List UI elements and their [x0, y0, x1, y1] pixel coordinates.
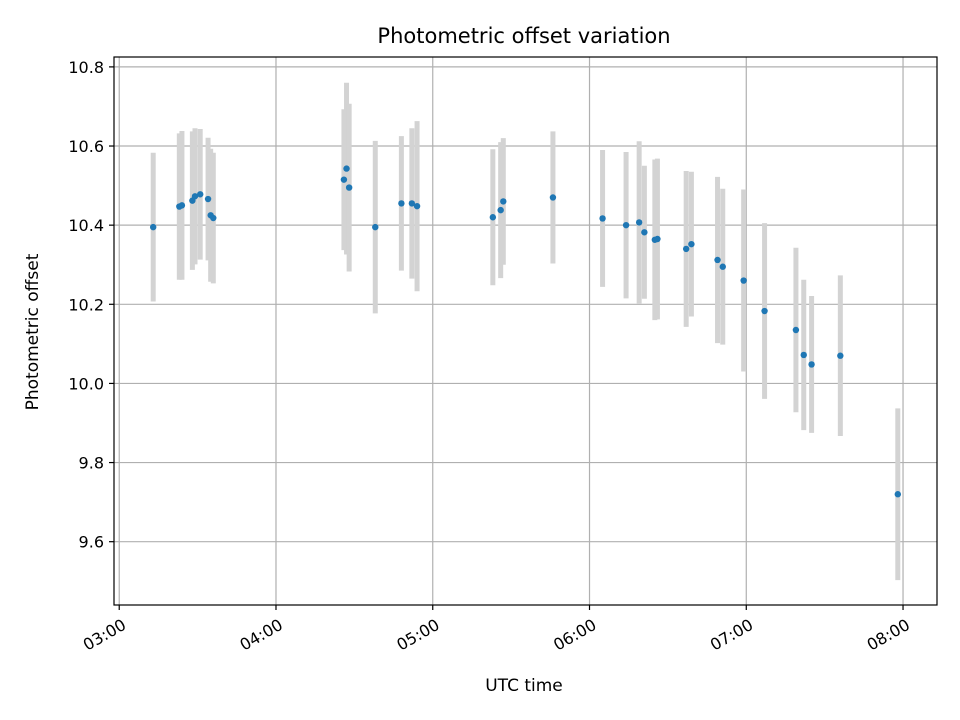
data-point	[413, 202, 421, 210]
x-tick-label: 03:00	[80, 615, 129, 655]
chart-title: Photometric offset variation	[377, 24, 670, 48]
grid	[114, 57, 937, 605]
data-point	[894, 491, 902, 498]
plot-frame	[113, 56, 938, 606]
x-tick-label: 04:00	[237, 615, 286, 655]
data-point	[178, 202, 186, 209]
data-point	[837, 352, 844, 359]
data-points	[149, 165, 902, 498]
y-tick-label: 10.0	[68, 374, 104, 393]
y-tick-label: 10.6	[68, 137, 104, 156]
data-point	[808, 361, 815, 368]
data-point	[191, 193, 199, 200]
data-point	[489, 214, 497, 221]
data-point	[800, 351, 807, 359]
data-point	[398, 200, 405, 207]
data-point	[599, 215, 606, 222]
data-point	[682, 245, 690, 253]
y-tick-label: 9.8	[79, 454, 104, 473]
x-axis-title: UTC time	[485, 676, 563, 696]
data-point	[714, 256, 721, 264]
data-point	[761, 307, 768, 315]
data-point	[654, 235, 661, 243]
data-point	[372, 223, 379, 231]
y-axis-title: Photometric offset	[23, 253, 43, 410]
data-point	[719, 263, 726, 270]
data-point	[210, 214, 217, 222]
data-point	[343, 165, 350, 172]
data-point	[641, 229, 648, 236]
y-tick-label: 10.2	[68, 295, 104, 314]
data-point	[340, 176, 348, 183]
data-point	[549, 194, 557, 201]
x-tick-label: 05:00	[393, 615, 442, 655]
data-point	[500, 198, 507, 205]
data-point	[345, 184, 353, 191]
x-tick-label: 08:00	[864, 615, 913, 655]
data-point	[635, 219, 643, 226]
data-point	[204, 195, 212, 203]
y-tick-label: 9.6	[79, 533, 104, 552]
data-point	[622, 221, 630, 229]
data-point	[408, 200, 416, 207]
data-point	[149, 223, 157, 231]
data-point	[740, 277, 747, 284]
data-point	[688, 240, 695, 248]
x-tick-label: 07:00	[707, 615, 756, 655]
y-tick-label: 10.8	[68, 58, 104, 77]
data-point	[792, 326, 800, 334]
data-point	[197, 191, 204, 198]
y-tick-label: 10.4	[68, 216, 104, 235]
x-tick-label: 06:00	[550, 615, 599, 655]
data-point	[497, 206, 504, 214]
error-bars	[150, 82, 901, 581]
